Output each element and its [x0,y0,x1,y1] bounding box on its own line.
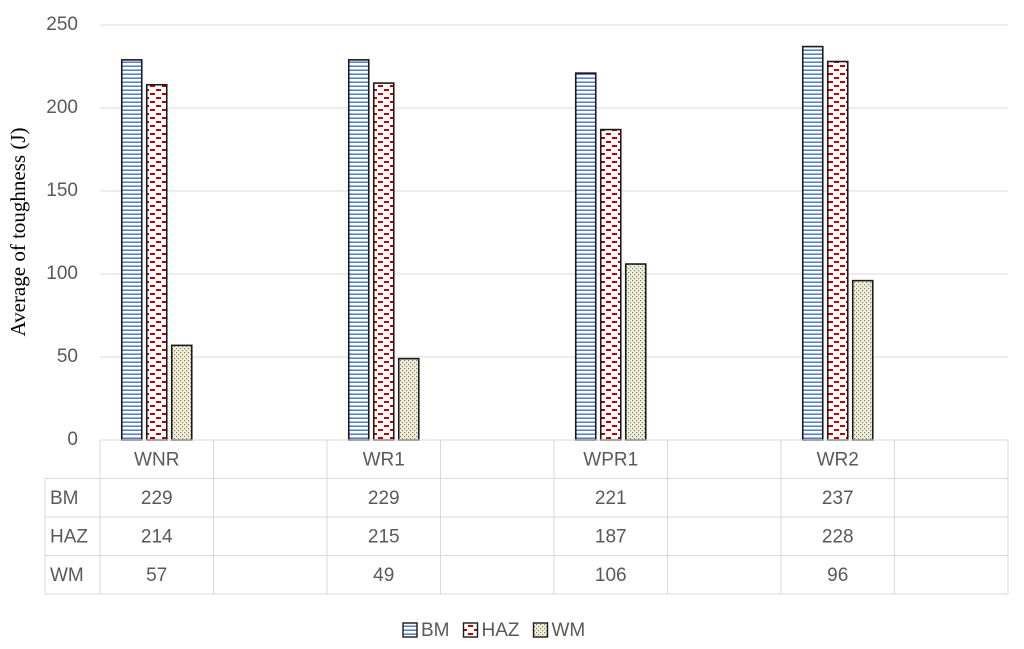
table-value: 229 [141,488,173,509]
legend-swatch [402,622,418,638]
table-value: 57 [146,565,167,586]
y-tick-label: 200 [46,97,78,118]
x-tick-label: WNR [134,449,179,470]
bar [624,263,647,441]
x-tick-label: WR2 [817,449,859,470]
y-tick-label: 150 [46,180,78,201]
table-value: 49 [373,565,394,586]
table-value: 237 [822,488,854,509]
bar [372,82,395,441]
bar [397,357,420,441]
table-value: 229 [368,488,400,509]
table-value: 221 [595,488,627,509]
table-value: 214 [141,526,173,547]
y-tick-label: 50 [57,346,78,367]
x-tick-label: WPR1 [583,449,638,470]
legend-swatch [532,622,549,638]
bar [574,72,597,441]
y-axis-label: Average of toughness (J) [6,128,30,337]
table-row-label: BM [50,488,79,509]
legend-swatch [462,622,479,638]
bar [826,60,849,441]
table-row-label: HAZ [50,526,88,547]
table-value: 228 [822,526,854,547]
legend-label: HAZ [482,620,520,641]
bar [599,128,622,441]
table-row-label: WM [50,565,84,586]
bar [801,45,824,441]
bar [145,83,168,441]
table-value: 215 [368,526,400,547]
table-value: 96 [827,565,848,586]
table-value: 187 [595,526,627,547]
bar [347,59,370,441]
bar [851,279,874,441]
y-tick-label: 100 [46,263,78,284]
legend-label: BM [421,620,450,641]
bar [120,59,143,441]
legend-label: WM [552,620,586,641]
y-tick-label: 250 [46,14,78,35]
table-value: 106 [595,565,627,586]
bar [170,344,193,441]
x-tick-label: WR1 [363,449,405,470]
y-tick-label: 0 [67,429,78,450]
